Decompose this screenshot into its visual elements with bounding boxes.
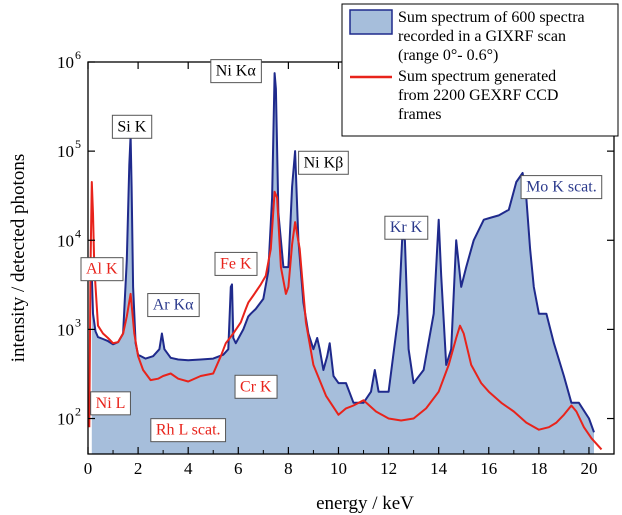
legend-entry-text: (range 0°- 0.6°) — [398, 47, 498, 64]
y-tick-exponent: 2 — [75, 405, 81, 419]
annotation-text: Mo K scat. — [526, 179, 597, 196]
x-tick-label: 20 — [580, 459, 597, 478]
legend-entry-text: from 2200 GEXRF CCD — [398, 87, 558, 104]
annotation-layer: Si K Ni Kα Ni Kβ Kr K Mo K scat. Ar Kα Al K Fe … — [80, 59, 603, 443]
annotation-box — [214, 251, 258, 276]
annotation-label: Cr K — [234, 374, 278, 399]
x-tick-label: 14 — [430, 459, 448, 478]
legend-swatch-gixrf — [349, 9, 393, 35]
x-tick-label: 10 — [330, 459, 347, 478]
annotation-box — [384, 215, 429, 240]
annotation-label: Al K — [80, 257, 124, 282]
annotation-box — [111, 114, 153, 139]
annotation-box — [234, 374, 278, 399]
annotation-box — [147, 293, 200, 318]
annotation-label: Ni L — [90, 391, 131, 416]
y-tick-exponent: 6 — [75, 48, 81, 62]
annotation-box — [80, 257, 124, 282]
y-tick-exponent: 3 — [75, 315, 81, 329]
annotation-text: Ni Kα — [216, 63, 257, 80]
x-tick-label: 18 — [530, 459, 547, 478]
annotation-text: Cr K — [240, 378, 272, 395]
annotation-text: Ni L — [96, 395, 126, 412]
legend-entry-text: recorded in a GIXRF scan — [398, 28, 566, 45]
x-tick-label: 16 — [480, 459, 497, 478]
x-tick-label: 4 — [184, 459, 193, 478]
annotation-label: Kr K — [384, 215, 429, 240]
annotation-label: Si K — [111, 114, 153, 139]
x-tick-label: 8 — [284, 459, 293, 478]
annotation-text: Si K — [117, 118, 146, 135]
x-tick-label: 2 — [134, 459, 143, 478]
annotation-box — [298, 150, 349, 175]
annotation-label: Mo K scat. — [520, 175, 603, 200]
legend-entry-text: frames — [398, 106, 442, 123]
x-axis-title: energy / keV — [316, 493, 414, 514]
annotation-text: Fe K — [220, 255, 252, 272]
annotation-box — [90, 391, 131, 416]
y-tick-label: 10 — [57, 320, 74, 339]
series-gixrf-area — [91, 73, 595, 454]
annotation-box — [210, 59, 262, 84]
series-gexrf-line — [88, 181, 603, 451]
annotation-text: Rh L scat. — [156, 422, 221, 439]
y-tick-exponent: 4 — [75, 226, 81, 240]
x-tick-label: 0 — [84, 459, 93, 478]
annotation-label: Ni Kα — [210, 59, 262, 84]
y-tick-label: 10 — [57, 410, 74, 429]
annotation-text: Ar Kα — [153, 297, 194, 314]
x-tick-label: 6 — [234, 459, 243, 478]
annotation-box — [520, 175, 603, 200]
x-tick-label: 12 — [380, 459, 397, 478]
annotation-label: Ni Kβ — [298, 150, 349, 175]
y-tick-label: 10 — [57, 142, 74, 161]
annotation-label: Rh L scat. — [150, 418, 227, 443]
annotation-label: Fe K — [214, 251, 258, 276]
series-layer — [88, 72, 603, 454]
annotation-label: Ar Kα — [147, 293, 200, 318]
legend-entry-text: Sum spectrum of 600 spectra — [398, 9, 585, 26]
legend-entry-text: Sum spectrum generated — [398, 68, 556, 85]
y-tick-label: 10 — [57, 53, 74, 72]
annotation-box — [150, 418, 227, 443]
y-tick-label: 10 — [57, 231, 74, 250]
annotation-text: Ni Kβ — [304, 154, 344, 171]
annotation-text: Al K — [86, 261, 118, 278]
annotation-text: Kr K — [390, 219, 423, 236]
legend: Sum spectrum of 600 spectra recorded in a… — [341, 3, 619, 137]
y-axis-title: intensity / detected photons — [8, 154, 29, 362]
y-tick-exponent: 5 — [75, 137, 81, 151]
